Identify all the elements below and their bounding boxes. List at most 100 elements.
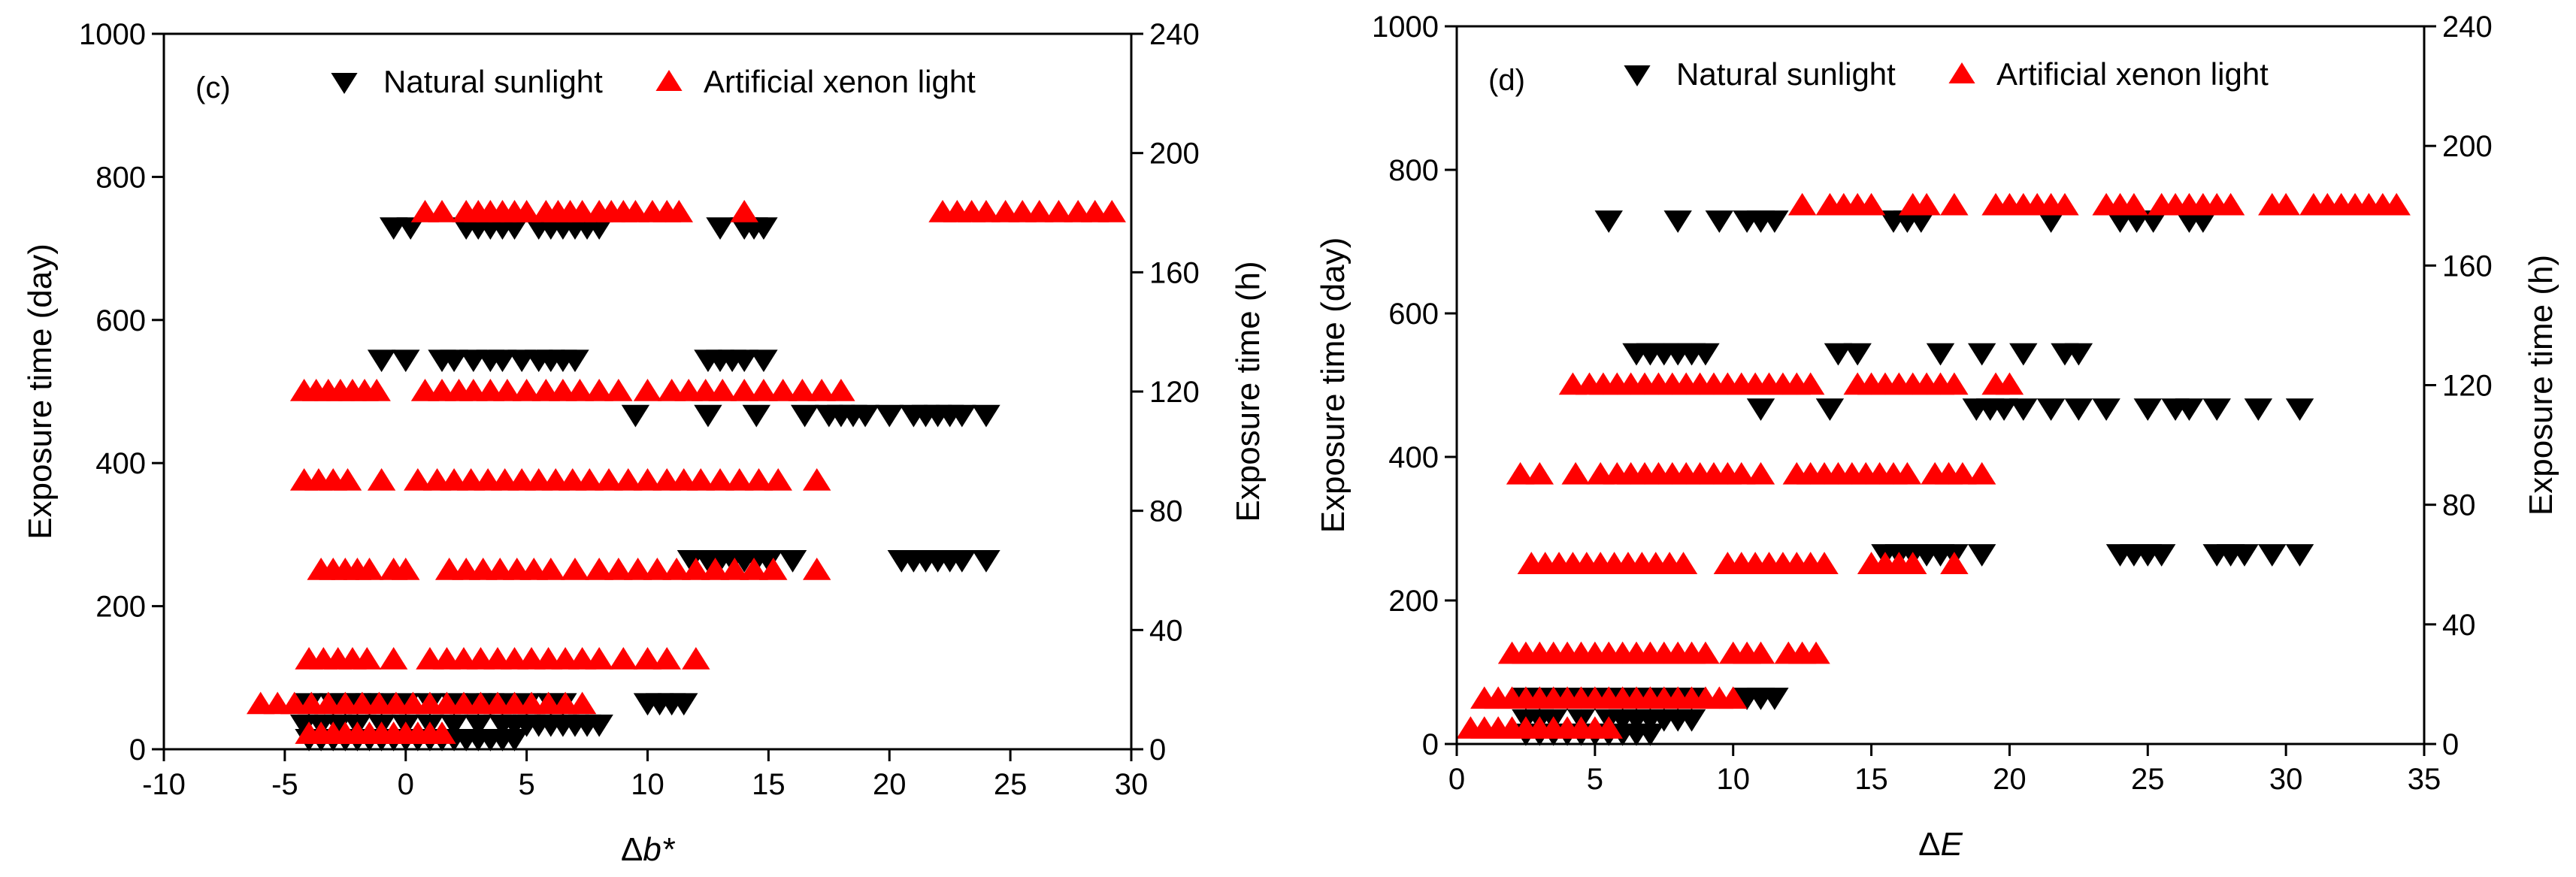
chart-c-x-tick-label: 5	[519, 768, 535, 801]
chart-d-point-natural-sunlight	[1746, 398, 1775, 422]
chart-d-x-tick-label: 35	[2408, 763, 2441, 796]
chart-d-x-tick-label: 5	[1587, 763, 1603, 796]
chart-c-point-natural-sunlight	[440, 349, 468, 373]
chart-d-y-right-tick-label: 40	[2442, 609, 2476, 642]
chart-d-legend: Natural sunlight Artificial xenon light	[1624, 56, 2269, 92]
chart-d-point-artificial-xenon-light	[1525, 461, 1554, 485]
chart-d-point-artificial-xenon-light	[1594, 716, 1623, 739]
chart-d-point-artificial-xenon-light	[2216, 192, 2245, 216]
chart-d-point-natural-sunlight	[2230, 544, 2259, 567]
chart-d-point-natural-sunlight	[1705, 210, 1734, 233]
chart-c-point-natural-sunlight	[742, 404, 770, 428]
chart-c-panel-label: (c)	[195, 71, 231, 104]
chart-c-y-right-tick-label: 80	[1149, 495, 1183, 528]
chart-d-point-natural-sunlight	[2202, 398, 2231, 422]
chart-c-point-natural-sunlight	[464, 714, 492, 737]
chart-c-x-axis-title-variable: b*	[643, 831, 675, 868]
chart-d-point-natural-sunlight	[1843, 343, 1872, 366]
chart-c-point-artificial-xenon-light	[585, 558, 613, 580]
chart-d-ticks: 0 5 10 15 20 25 30 3502004006008001000040801201…	[1372, 11, 2493, 796]
chart-d-point-artificial-xenon-light	[1727, 461, 1756, 485]
chart-d-y-right-tick-label: 160	[2442, 249, 2493, 283]
chart-c-point-natural-sunlight	[440, 714, 468, 737]
chart-d-point-artificial-xenon-light	[1940, 372, 1969, 395]
chart-d-point-natural-sunlight	[2009, 343, 2038, 366]
chart-c-point-artificial-xenon-light	[609, 647, 638, 670]
chart-c-point-artificial-xenon-light	[537, 558, 565, 580]
chart-c-point-artificial-xenon-light	[972, 200, 1000, 222]
chart-c-point-artificial-xenon-light	[725, 468, 754, 491]
chart-d-point-natural-sunlight	[2036, 210, 2066, 233]
chart-d-y-right-tick-label: 120	[2442, 370, 2493, 403]
chart-c-point-artificial-xenon-light	[706, 468, 734, 491]
chart-d-point-artificial-xenon-light	[1506, 461, 1535, 485]
chart-c-legend-label-artificial-xenon-light: Artificial xenon light	[704, 64, 976, 99]
chart-c-point-artificial-xenon-light	[803, 468, 831, 491]
chart-d-point-natural-sunlight	[1760, 210, 1789, 233]
chart-d-y-right-tick-label: 0	[2442, 728, 2459, 761]
chart-d-y-axis-left-title: Exposure time (day)	[1315, 237, 1352, 534]
chart-d-point-artificial-xenon-light	[1746, 461, 1775, 485]
chart-c-point-natural-sunlight	[851, 404, 879, 428]
chart-c-point-natural-sunlight	[948, 549, 976, 573]
chart-c-y-right-tick-label: 0	[1149, 733, 1166, 767]
chart-c-point-natural-sunlight	[392, 349, 420, 373]
chart-d-point-artificial-xenon-light	[1691, 641, 1720, 664]
chart-c-point-natural-sunlight	[500, 217, 529, 240]
chart-c-point-artificial-xenon-light	[614, 468, 643, 491]
chart-d-legend-marker-natural-sunlight	[1624, 65, 1651, 86]
chart-d-point-natural-sunlight	[1691, 343, 1720, 366]
chart-d-point-natural-sunlight	[1967, 343, 1996, 366]
chart-d-marks	[1456, 192, 2411, 746]
chart-d-point-natural-sunlight	[2009, 398, 2038, 422]
chart-c-point-artificial-xenon-light	[1025, 200, 1054, 222]
chart-c-point-natural-sunlight	[694, 404, 722, 428]
chart-c-marks	[247, 200, 1126, 751]
chart-d-point-artificial-xenon-light	[2272, 192, 2300, 216]
chart-d-point-natural-sunlight	[2244, 398, 2273, 422]
chart-d-point-artificial-xenon-light	[1561, 461, 1590, 485]
chart-c-point-natural-sunlight	[670, 693, 698, 716]
chart-d-point-natural-sunlight	[2133, 398, 2162, 422]
chart-c-x-axis-title-delta: Δ	[621, 831, 643, 868]
chart-d-x-tick-label: 30	[2269, 763, 2303, 796]
chart-c-x-tick-label: -10	[142, 768, 186, 801]
chart-d-point-natural-sunlight	[2285, 398, 2314, 422]
chart-d-y-left-tick-label: 200	[1388, 585, 1439, 618]
chart-c-point-artificial-xenon-light	[575, 468, 604, 491]
chart-c-point-natural-sunlight	[730, 349, 758, 373]
chart-c-point-artificial-xenon-light	[604, 558, 633, 580]
chart-d-point-artificial-xenon-light	[1669, 552, 1698, 574]
chart-d-point-artificial-xenon-light	[1893, 461, 1922, 485]
chart-c-point-natural-sunlight	[367, 349, 396, 373]
chart-c-y-left-tick-label: 800	[95, 161, 146, 194]
chart-c-point-artificial-xenon-light	[749, 379, 778, 401]
chart-c-ticks: -10 -5 0 5 10 15 20 25 3002004006008001000040801…	[79, 18, 1200, 801]
chart-c-point-artificial-xenon-light	[379, 647, 408, 670]
chart-c-legend-marker-natural-sunlight	[331, 73, 358, 94]
chart-c-x-tick-label: -5	[271, 768, 298, 801]
chart-c-point-artificial-xenon-light	[633, 379, 662, 401]
chart-c-y-right-tick-label: 160	[1149, 256, 1200, 289]
chart-c-point-natural-sunlight	[875, 404, 904, 428]
chart-panel-c: -10 -5 0 5 10 15 20 25 3002004006008001000040801…	[22, 18, 1267, 868]
chart-c-point-artificial-xenon-light	[392, 558, 420, 580]
chart-c-point-artificial-xenon-light	[730, 200, 758, 222]
chart-d-y-right-tick-label: 240	[2442, 11, 2493, 44]
chart-c-point-artificial-xenon-light	[803, 558, 831, 580]
chart-c-point-artificial-xenon-light	[664, 200, 694, 222]
chart-d-point-natural-sunlight	[2189, 210, 2217, 233]
chart-c-x-tick-label: 25	[994, 768, 1028, 801]
chart-d-point-artificial-xenon-light	[2382, 192, 2411, 216]
chart-c-point-artificial-xenon-light	[682, 647, 710, 670]
chart-c-point-natural-sunlight	[621, 404, 650, 428]
chart-c-point-natural-sunlight	[488, 349, 517, 373]
chart-d-point-artificial-xenon-light	[1899, 552, 1927, 574]
chart-c-point-artificial-xenon-light	[682, 558, 710, 580]
chart-d-point-natural-sunlight	[2175, 398, 2204, 422]
chart-c-point-artificial-xenon-light	[493, 379, 522, 401]
chart-c-point-artificial-xenon-light	[512, 379, 541, 401]
chart-c-point-natural-sunlight	[790, 404, 819, 428]
chart-c-point-artificial-xenon-light	[1044, 200, 1073, 222]
chart-d-x-tick-label: 10	[1716, 763, 1750, 796]
